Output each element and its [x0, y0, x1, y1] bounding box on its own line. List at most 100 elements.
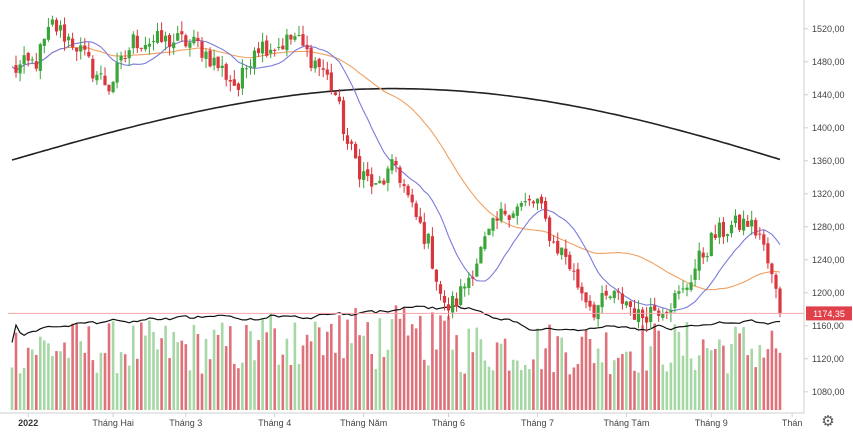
volume-bar	[758, 345, 762, 410]
volume-bar	[18, 373, 22, 410]
candle-body	[503, 210, 507, 215]
volume-bar	[487, 366, 491, 410]
volume-bar	[317, 327, 321, 410]
candle-body	[305, 44, 309, 50]
candle-body	[54, 19, 59, 32]
volume-bar	[370, 354, 373, 410]
volume-bar	[204, 338, 208, 410]
candle-body	[725, 234, 730, 236]
candle-body	[172, 42, 176, 49]
candle-body	[232, 79, 236, 86]
volume-bar	[87, 326, 91, 410]
candle-body	[632, 308, 637, 320]
candle-body	[147, 43, 151, 47]
volume-bar	[633, 370, 636, 410]
volume-bar	[241, 362, 244, 410]
volume-bar	[132, 325, 135, 410]
volume-bar	[313, 321, 317, 410]
gear-icon[interactable]: ⚙	[821, 413, 835, 430]
volume-bar	[495, 342, 499, 410]
candle-body	[285, 34, 289, 51]
candle-body	[774, 274, 778, 289]
volume-bar	[697, 355, 701, 410]
candle-body	[228, 80, 232, 82]
candle-body	[600, 293, 604, 308]
volume-bar	[641, 325, 644, 410]
volume-bar	[677, 331, 681, 410]
candle-body	[434, 269, 438, 282]
volume-bar	[548, 324, 551, 410]
volume-bar	[572, 367, 576, 410]
candle-body	[705, 256, 709, 258]
x-tick-label: Tháng Tám	[603, 418, 649, 428]
candle-body	[426, 233, 430, 244]
candle-body	[240, 67, 244, 89]
candle-body	[459, 286, 463, 305]
volume-bar	[621, 354, 624, 410]
volume-bar	[479, 339, 483, 410]
candle-body	[766, 243, 770, 264]
volume-bar	[75, 323, 78, 410]
candle-body	[402, 184, 406, 187]
volume-bar	[423, 359, 426, 410]
candle-body	[709, 232, 713, 256]
candle-body	[107, 84, 111, 92]
candle-body	[224, 64, 228, 80]
volume-bar	[212, 329, 216, 410]
candle-body	[410, 194, 414, 203]
volume-bar	[661, 364, 665, 410]
volume-bar	[386, 349, 390, 410]
volume-bar	[762, 357, 766, 410]
volume-bar	[588, 339, 592, 410]
volume-bar	[297, 363, 301, 410]
volume-bar	[144, 335, 147, 410]
volume-bar	[637, 372, 640, 410]
volume-bar	[714, 349, 717, 410]
volume-bar	[617, 357, 620, 410]
volume-bar	[273, 328, 276, 410]
candle-body	[438, 284, 443, 294]
candle-body	[26, 53, 30, 61]
candle-body	[18, 64, 22, 74]
y-tick-label: 1400,00	[812, 123, 845, 133]
candle-body	[620, 293, 624, 304]
volume-bar	[378, 318, 382, 410]
volume-bar	[544, 348, 547, 410]
ma20-line	[11, 39, 781, 311]
candle-body	[742, 218, 746, 231]
volume-bar	[26, 347, 30, 410]
candle-body	[661, 314, 665, 318]
volume-bar	[156, 349, 159, 410]
volume-bar	[91, 360, 95, 410]
volume-bar	[778, 352, 782, 410]
volume-bar	[277, 364, 281, 410]
candle-body	[38, 44, 42, 71]
candle-body	[349, 141, 354, 144]
ma50-line	[11, 46, 781, 291]
candle-body	[252, 50, 257, 68]
candle-body	[406, 185, 410, 196]
candle-body	[580, 286, 584, 294]
volume-bar	[746, 355, 749, 410]
volume-bar	[580, 336, 584, 410]
candle-body	[414, 203, 418, 217]
y-tick-label: 1200,00	[812, 288, 845, 298]
volume-bar	[564, 352, 568, 410]
volume-bar	[216, 334, 220, 410]
candle-body	[467, 277, 471, 288]
volume-bar	[689, 358, 693, 410]
volume-bar	[726, 373, 729, 410]
candle-body	[628, 301, 632, 307]
candle-body	[265, 40, 269, 56]
volume-bar	[39, 336, 42, 410]
candle-body	[612, 290, 616, 299]
volume-bar	[742, 327, 745, 410]
candle-body	[244, 68, 248, 70]
candle-body	[531, 201, 535, 204]
candle-body	[689, 282, 693, 290]
volume-bar	[265, 332, 268, 410]
candle-body	[374, 183, 378, 185]
volume-bar	[390, 319, 394, 410]
candle-body	[673, 293, 677, 309]
